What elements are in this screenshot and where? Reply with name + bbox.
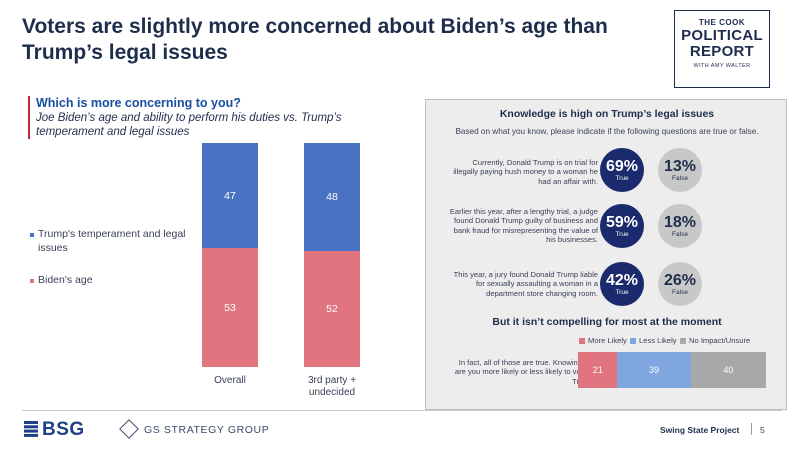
bar-column-1: 47 53 [202,143,258,367]
page-number: 5 [760,425,765,435]
logo-line-1: THE COOK [698,18,746,27]
legend-more-likely: More Likely [579,336,627,345]
legend-trump: Trump's temperament and legal issues [30,227,200,255]
true-circle-3: 42% True [600,262,644,306]
legend-swatch-less-likely [630,337,636,344]
statement-1: Currently, Donald Trump is on trial for … [453,158,598,186]
statement-2: Earlier this year, after a lengthy trial… [449,207,598,245]
legend-swatch-biden [30,279,34,283]
false-label-3: False [672,288,688,296]
footer-divider [22,410,782,411]
false-circle-3: 26% False [658,262,702,306]
page-title: Voters are slightly more concerned about… [22,15,608,64]
statement-likely: In fact, all of those are true. Knowing … [454,358,598,386]
likely-bar: 21 39 40 [578,352,766,388]
bar-category-label: 3rd party + undecided [307,375,357,398]
legend-swatch-more-likely [579,337,585,344]
likely-bar-segment: 39 [617,352,691,388]
legend-less-likely: Less Likely [630,336,677,345]
logo-line-3: REPORT [689,43,755,60]
legend-label-no-impact: No Impact/Unsure [689,336,751,345]
bar-segment-biden: 53 [202,248,258,367]
question-title: Which is more concerning to you? [36,96,241,110]
cook-political-report-logo: THE COOK POLITICAL REPORT WITH AMY WALTE… [674,10,770,88]
true-circle-1: 69% True [600,148,644,192]
question-block: Which is more concerning to you? Joe Bid… [28,96,388,139]
bsg-logo-text: BSG [42,419,85,440]
true-pct-3: 42% [605,271,639,289]
false-pct-2: 18% [663,213,697,231]
legend-swatch-no-impact [680,337,686,344]
true-pct-2: 59% [605,213,639,231]
likely-bar-segment: 40 [690,352,766,388]
true-label-1: True [615,174,629,182]
legend-label-trump: Trump's temperament and legal issues [38,228,186,254]
legend-no-impact: No Impact/Unsure [680,336,750,345]
legend-label-less-likely: Less Likely [639,336,677,345]
bar-segment-trump: 48 [304,143,360,251]
page-separator [751,423,752,435]
question-subtitle: Joe Biden’s age and ability to perform h… [36,112,342,138]
project-name: Swing State Project [660,425,740,435]
bar-column-2: 48 52 [304,143,360,367]
true-pct-1: 69% [605,157,639,175]
logo-line-2: POLITICAL [681,27,763,44]
true-label-3: True [615,288,629,296]
bar-category-label: Overall [214,375,246,386]
logo-line-4: WITH AMY WALTER [693,63,751,69]
false-label-2: False [672,230,688,238]
legend-label-more-likely: More Likely [588,336,627,345]
likely-bar-segment: 21 [578,352,618,388]
false-pct-3: 26% [663,271,697,289]
bar-segment-biden: 52 [304,250,360,367]
false-pct-1: 13% [663,157,697,175]
legend-biden: Biden's age [30,273,200,287]
knowledge-panel: Knowledge is high on Trump’s legal issue… [425,99,787,410]
false-circle-2: 18% False [658,204,702,248]
false-circle-1: 13% False [658,148,702,192]
panel-title: Knowledge is high on Trump’s legal issue… [499,108,715,120]
legend-label-biden: Biden's age [38,274,93,286]
gs-strategy-logo-text: GS STRATEGY GROUP [144,424,270,436]
panel-subtitle: Based on what you know, please indicate … [455,127,759,136]
true-circle-2: 59% True [600,204,644,248]
legend-swatch-trump [30,233,34,237]
gs-strategy-logo-icon [119,419,139,439]
bar-segment-trump: 47 [202,143,258,249]
false-label-1: False [672,174,688,182]
true-label-2: True [615,230,629,238]
bsg-logo-icon [24,421,38,437]
statement-3: This year, a jury found Donald Trump lia… [453,270,598,298]
panel-title-2: But it isn’t compelling for most at the … [492,316,722,328]
